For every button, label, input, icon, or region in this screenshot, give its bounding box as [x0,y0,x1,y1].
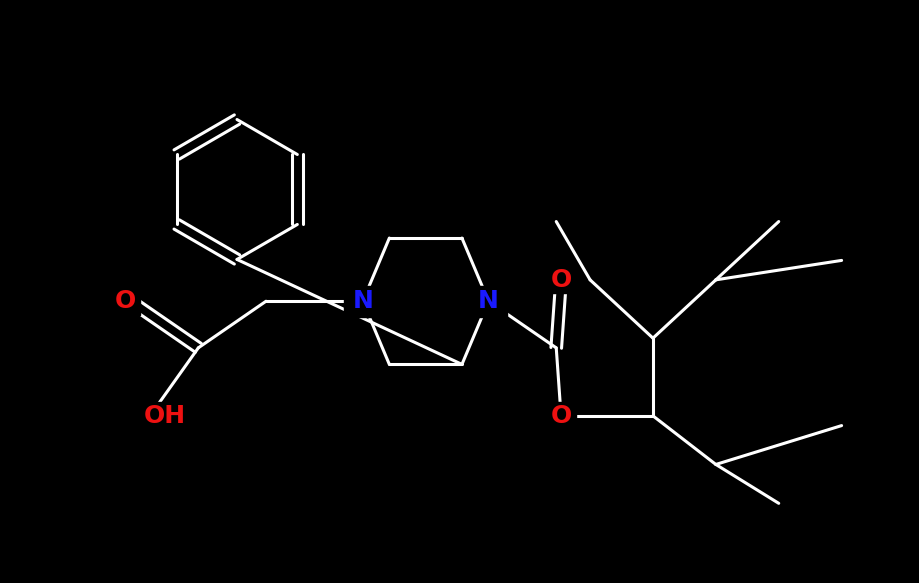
Bar [345,286,381,317]
Text: O: O [550,404,572,428]
Bar [547,402,575,430]
Bar [111,287,141,315]
Text: N: N [478,289,499,313]
Text: O: O [115,289,136,313]
Text: OH: OH [143,404,186,428]
Text: O: O [550,268,572,292]
Bar [471,286,507,317]
Text: N: N [352,289,373,313]
Bar [133,402,176,430]
Bar [547,266,575,293]
